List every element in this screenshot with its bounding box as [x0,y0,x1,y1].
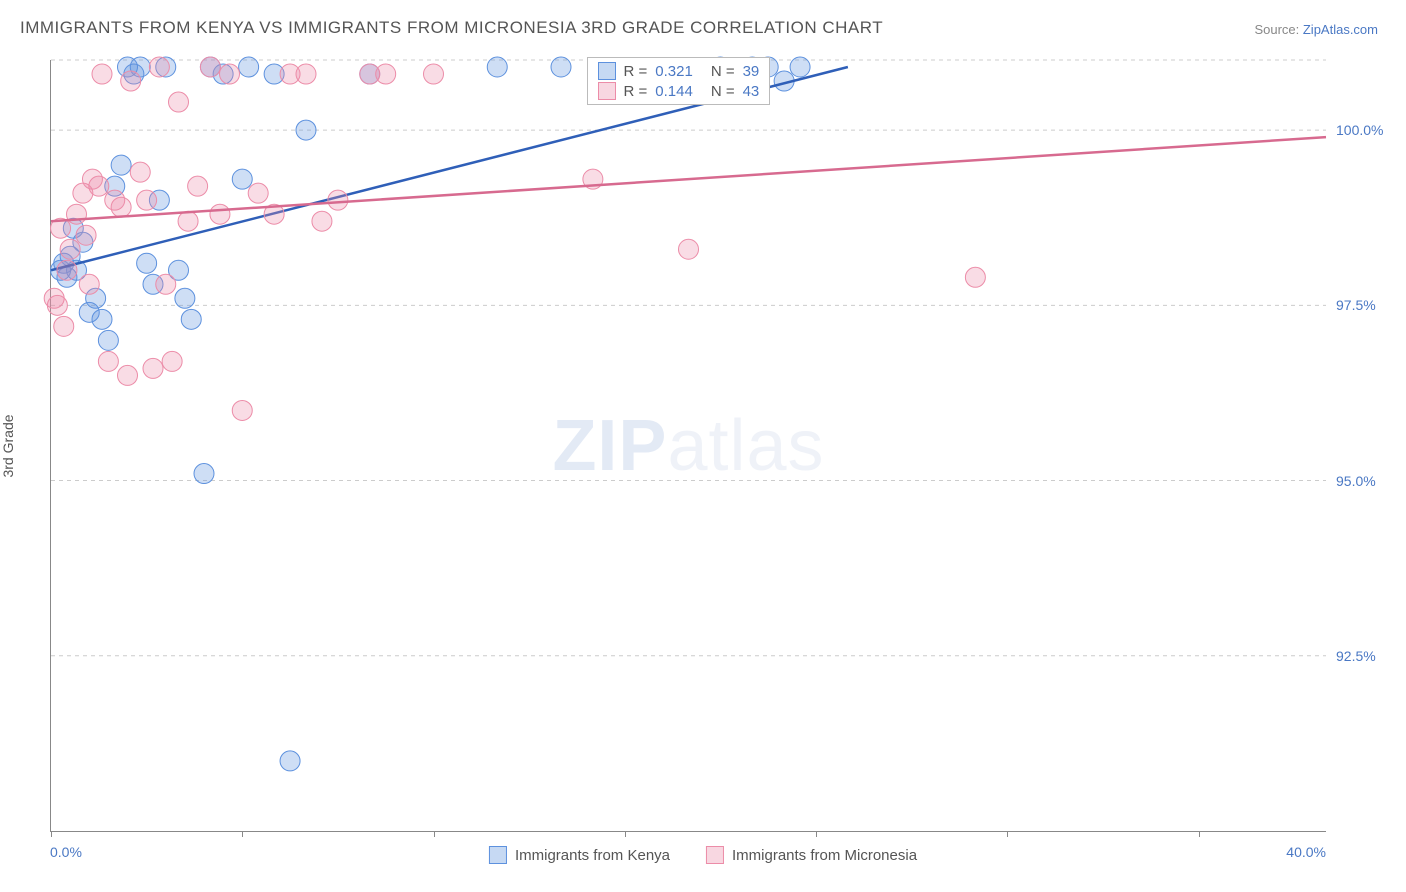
data-point-blue [232,169,252,189]
data-point-pink [60,239,80,259]
legend-item-kenya: Immigrants from Kenya [489,846,670,864]
data-point-pink [424,64,444,84]
data-point-pink [79,274,99,294]
data-point-pink [121,71,141,91]
corr-row-blue: R = 0.321 N = 39 [598,62,760,80]
data-point-pink [210,204,230,224]
x-tick [816,831,817,837]
correlation-legend: R = 0.321 N = 39 R = 0.144 N = 43 [587,57,771,105]
n-label: N = [711,83,735,100]
y-axis-label: 3rd Grade [0,414,16,477]
data-point-blue [194,464,214,484]
data-point-pink [156,274,176,294]
r-label: R = [624,83,648,100]
data-point-pink [232,400,252,420]
plot-svg [51,60,1326,831]
data-point-blue [137,253,157,273]
data-point-pink [130,162,150,182]
x-tick [625,831,626,837]
x-tick [51,831,52,837]
data-point-blue [551,57,571,77]
data-point-pink [376,64,396,84]
data-point-pink [76,225,96,245]
x-tick [242,831,243,837]
n-value-blue: 39 [743,63,760,80]
n-value-pink: 43 [743,83,760,100]
r-value-pink: 0.144 [655,83,693,100]
data-point-pink [92,64,112,84]
data-point-pink [312,211,332,231]
bottom-legend: Immigrants from Kenya Immigrants from Mi… [489,846,917,864]
data-point-blue [98,330,118,350]
data-point-pink [965,267,985,287]
y-tick-label: 95.0% [1336,473,1396,489]
data-point-pink [220,64,240,84]
data-point-blue [92,309,112,329]
chart-plot-area: ZIPatlas R = 0.321 N = 39 R = 0.144 N = … [50,60,1326,832]
data-point-pink [143,358,163,378]
data-point-blue [280,751,300,771]
chart-title: IMMIGRANTS FROM KENYA VS IMMIGRANTS FROM… [20,18,883,38]
data-point-pink [149,57,169,77]
swatch-pink-icon [706,846,724,864]
data-point-pink [98,351,118,371]
legend-label-micronesia: Immigrants from Micronesia [732,847,917,864]
r-value-blue: 0.321 [655,63,693,80]
data-point-pink [111,197,131,217]
data-point-blue [790,57,810,77]
data-point-pink [178,211,198,231]
swatch-pink-icon [598,82,616,100]
source-label: Source: [1254,22,1302,37]
data-point-pink [169,92,189,112]
data-point-blue [175,288,195,308]
source-link[interactable]: ZipAtlas.com [1303,22,1378,37]
legend-label-kenya: Immigrants from Kenya [515,847,670,864]
swatch-blue-icon [598,62,616,80]
x-tick [434,831,435,837]
y-tick-label: 92.5% [1336,648,1396,664]
data-point-blue [296,120,316,140]
data-point-pink [118,365,138,385]
swatch-blue-icon [489,846,507,864]
data-point-pink [200,57,220,77]
data-point-pink [44,288,64,308]
corr-row-pink: R = 0.144 N = 43 [598,82,760,100]
data-point-blue [111,155,131,175]
data-point-blue [181,309,201,329]
data-point-pink [296,64,316,84]
source-credit: Source: ZipAtlas.com [1254,22,1378,37]
y-tick-label: 100.0% [1336,122,1396,138]
data-point-blue [487,57,507,77]
data-point-pink [57,260,77,280]
data-point-pink [679,239,699,259]
n-label: N = [711,63,735,80]
data-point-pink [328,190,348,210]
x-tick [1007,831,1008,837]
data-point-pink [188,176,208,196]
x-tick-left: 0.0% [50,844,82,860]
data-point-pink [54,316,74,336]
x-tick [1199,831,1200,837]
legend-item-micronesia: Immigrants from Micronesia [706,846,917,864]
data-point-blue [239,57,259,77]
data-point-pink [137,190,157,210]
data-point-pink [248,183,268,203]
data-point-pink [89,176,109,196]
x-tick-right: 40.0% [1286,844,1326,860]
data-point-pink [162,351,182,371]
r-label: R = [624,63,648,80]
y-tick-label: 97.5% [1336,297,1396,313]
